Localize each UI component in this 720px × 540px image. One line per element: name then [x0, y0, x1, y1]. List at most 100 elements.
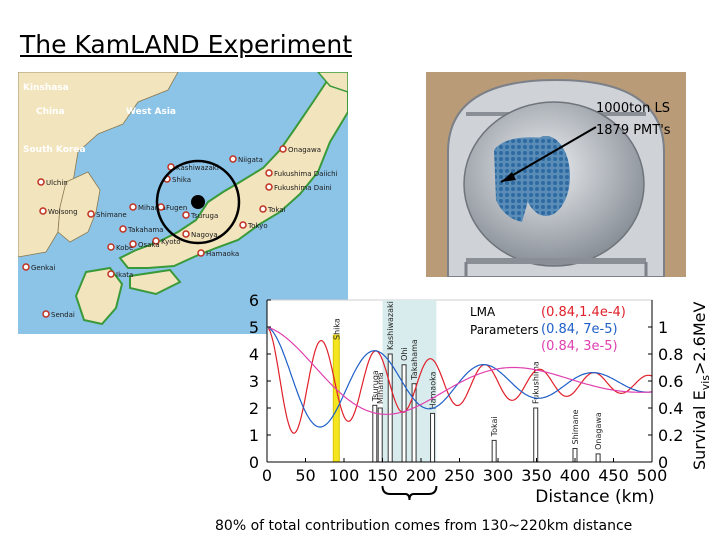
legend-subtitle: Parameters — [470, 323, 539, 337]
map-place-label: Kinshasa — [23, 83, 69, 93]
map-svg: Kinshasa China West Asia South Korea Ulchin W… — [18, 72, 348, 334]
map-place-label: Tsuruga — [190, 212, 218, 220]
map-site-marker — [182, 230, 190, 238]
reactor-bar — [377, 407, 383, 463]
pmt-array-center — [522, 136, 570, 216]
y-tick-label-right: 0.2 — [658, 426, 683, 445]
x-axis-label: Distance (km) — [535, 487, 654, 507]
reactor-bar — [595, 453, 601, 463]
map-place-label: Onagawa — [288, 146, 321, 154]
y-tick-label-right: 1 — [658, 318, 668, 337]
reactor-bar — [491, 439, 497, 463]
detector-label-ls: 1000ton LS — [596, 101, 671, 116]
y-tick-label-left: 4 — [249, 345, 259, 364]
reactor-label: Fukushima — [532, 361, 541, 404]
y-tick-label-left: 3 — [249, 372, 259, 391]
map-site-marker — [129, 203, 137, 211]
reactor-label: Tokai — [490, 416, 499, 437]
pointer-arrowhead — [501, 172, 516, 182]
map-place-label: Shimane — [96, 211, 127, 219]
map-site-marker — [39, 207, 47, 215]
pointer-arrow — [500, 126, 597, 183]
map-site-marker — [87, 210, 95, 218]
map-site-marker — [197, 249, 205, 257]
x-tick-label: 450 — [598, 466, 629, 485]
map-site-marker — [239, 221, 247, 229]
y-tick-label-left: 6 — [249, 292, 259, 310]
map-site-marker — [157, 203, 165, 211]
survival-curve — [267, 328, 653, 434]
y-tick-label-right: 0.4 — [658, 399, 683, 418]
map-place-label: Fukushima Daiichi — [274, 170, 338, 178]
map-place-label: Kyoto — [161, 238, 181, 246]
reactor-label: Shimane — [571, 409, 580, 444]
reactor-label: Onagawa — [594, 412, 603, 450]
map-places: Kinshasa China West Asia South Korea Ulchin W… — [22, 83, 338, 319]
map-site-marker — [119, 225, 127, 233]
map-site-marker — [22, 263, 30, 271]
x-tick-label: 300 — [483, 466, 514, 485]
map-site-marker — [107, 243, 115, 251]
reactor-bar — [430, 412, 436, 463]
map-place-label: Shika — [172, 176, 191, 184]
y-tick-label-right: 0.8 — [658, 345, 683, 364]
korea — [57, 171, 101, 243]
map-site-marker — [42, 310, 50, 318]
y-axis-label-right: Survival Evis>2.6MeV — [690, 302, 712, 471]
reactor-bar — [387, 353, 393, 463]
x-tick-label: 200 — [406, 466, 437, 485]
reactor-bar — [401, 364, 407, 463]
x-tick-label: 250 — [444, 466, 475, 485]
map-site-marker — [265, 169, 273, 177]
map-place-label: Ulchin — [46, 179, 68, 187]
reactor-label: Takahama — [410, 339, 419, 381]
map-place-label: Niigata — [238, 156, 263, 164]
caption: 80% of total contribution comes from 130… — [215, 518, 633, 534]
y-tick-label-left: 0 — [249, 453, 259, 472]
detector-label-pmt: 1879 PMT's — [596, 123, 671, 138]
map-place-label: Wolsong — [48, 208, 78, 216]
reactor-bar — [533, 407, 539, 463]
x-tick-label: 100 — [329, 466, 360, 485]
map-place-label: South Korea — [23, 145, 86, 155]
map-place-label: Tokyo — [247, 222, 268, 230]
range-brace — [381, 485, 438, 501]
mainland — [18, 72, 179, 258]
reactor-label: Ohi — [400, 347, 409, 361]
map-place-label: Hamaoka — [206, 250, 239, 258]
map-site-marker — [259, 205, 267, 213]
hokkaido — [317, 72, 348, 93]
x-tick-label: 400 — [560, 466, 591, 485]
map-place-label: Fugen — [166, 204, 187, 212]
legend-entry: (0.84,1.4e-4) — [541, 305, 626, 320]
detector-label: 1000ton LS 1879 PMT's — [596, 98, 671, 142]
map-place-label: Kobe — [116, 244, 133, 252]
reactor-label: Tsuruga — [371, 370, 380, 402]
y-tick-label-left: 2 — [249, 399, 259, 418]
map-place-label: Mihama — [138, 204, 166, 212]
survival-curve — [268, 326, 652, 415]
kamland-site-marker — [191, 195, 205, 209]
map-site-marker — [129, 240, 137, 248]
x-tick-label: 150 — [367, 466, 398, 485]
map-place-label: China — [36, 107, 65, 117]
survival-curve — [268, 327, 653, 428]
base — [466, 258, 646, 264]
map-site-marker — [152, 237, 160, 245]
map-site-marker — [37, 178, 45, 186]
map-site-marker — [279, 145, 287, 153]
y-tick-label-right: 0 — [658, 453, 668, 472]
map-place-label: Nagoya — [191, 231, 218, 239]
map-site-marker — [107, 270, 115, 278]
x-tick-label: 50 — [295, 466, 315, 485]
japan-reactor-map: Kinshasa China West Asia South Korea Ulchin W… — [18, 72, 348, 334]
map-place-label: Ikata — [116, 271, 133, 279]
legend-entry: (0.84, 3e-5) — [541, 339, 618, 354]
map-place-label: Tokai — [267, 206, 286, 214]
x-tick-label: 0 — [262, 466, 272, 485]
slide-title: The KamLAND Experiment — [20, 30, 353, 59]
y-tick-label-right: 0.6 — [658, 372, 683, 391]
reactor-label: Mihama — [376, 372, 385, 404]
detector-illustration — [426, 72, 686, 277]
